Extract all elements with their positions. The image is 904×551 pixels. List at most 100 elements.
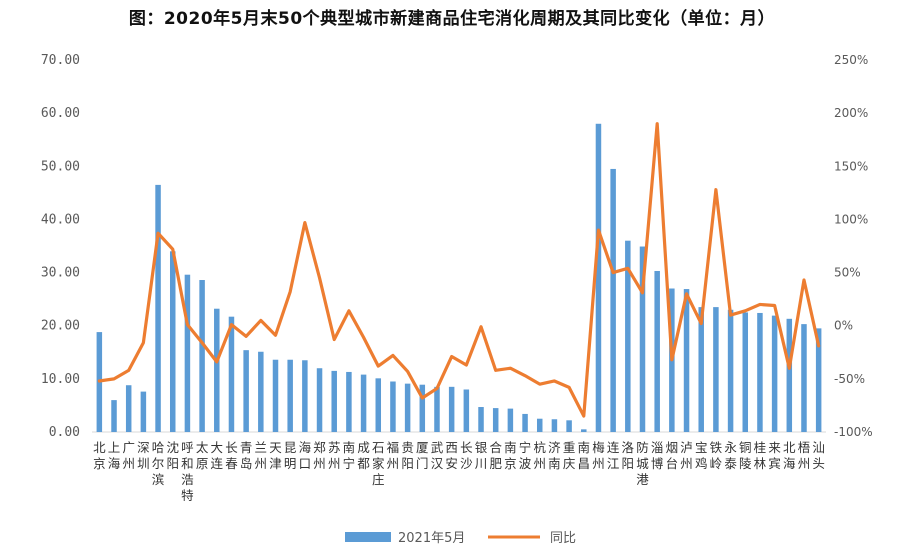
bar-深圳 bbox=[140, 391, 147, 432]
y-right-tick-label: -100% bbox=[834, 425, 873, 439]
bar-苏州 bbox=[331, 370, 337, 432]
legend-label-bar: 2021年5月 bbox=[398, 531, 465, 546]
x-tick-label: 淄博 bbox=[651, 440, 664, 471]
x-tick-label: 福州 bbox=[387, 440, 400, 471]
x-tick-label: 西安 bbox=[445, 440, 458, 471]
bar-沈阳 bbox=[169, 251, 176, 432]
bar-呼和浩特 bbox=[184, 274, 191, 432]
x-tick-label: 铜陵 bbox=[739, 440, 752, 471]
bar-铜陵 bbox=[742, 312, 749, 432]
x-tick-label: 泸州 bbox=[680, 440, 693, 471]
x-tick-label: 石家庄 bbox=[372, 440, 385, 487]
bar-桂林 bbox=[757, 312, 763, 432]
x-tick-label: 上海 bbox=[108, 440, 121, 471]
bar-厦门 bbox=[419, 384, 426, 432]
bar-郑州 bbox=[316, 368, 323, 432]
x-tick-label: 太原 bbox=[196, 440, 209, 471]
x-tick-label: 永泰 bbox=[724, 440, 737, 471]
y-right-tick-label: 200% bbox=[834, 106, 868, 120]
bar-铁岭 bbox=[713, 307, 719, 432]
bar-长沙 bbox=[463, 389, 470, 432]
bar-南宁 bbox=[346, 371, 352, 432]
bar-银川 bbox=[478, 407, 484, 432]
y-right-tick-label: 250% bbox=[834, 53, 868, 67]
x-tick-label: 合肥 bbox=[489, 440, 502, 471]
bar-防城港 bbox=[639, 246, 646, 432]
x-tick-label: 昆明 bbox=[284, 440, 297, 471]
x-tick-label: 桂林 bbox=[754, 440, 767, 471]
yoy-line bbox=[97, 122, 821, 418]
x-tick-label: 青岛 bbox=[240, 440, 253, 471]
bar-大连 bbox=[214, 308, 220, 432]
bar-济南 bbox=[551, 419, 558, 432]
bar-成都 bbox=[360, 374, 367, 432]
x-tick-label: 济南 bbox=[548, 440, 561, 471]
bar-杭州 bbox=[536, 418, 543, 432]
bar-宝鸡 bbox=[698, 307, 704, 432]
y-left-tick-label: 30.00 bbox=[41, 266, 80, 281]
x-tick-label: 贵阳 bbox=[401, 440, 414, 471]
bar-哈尔滨 bbox=[155, 184, 161, 432]
bar-广州 bbox=[125, 385, 132, 432]
x-tick-label: 铁岭 bbox=[710, 440, 723, 471]
bar-昆明 bbox=[287, 359, 293, 432]
bar-上海 bbox=[111, 400, 117, 432]
y-right-tick-label: 50% bbox=[834, 266, 861, 280]
x-tick-label: 长沙 bbox=[460, 440, 473, 471]
x-tick-label: 深圳 bbox=[137, 440, 150, 471]
legend-label-line: 同比 bbox=[550, 531, 576, 546]
x-tick-label: 南宁 bbox=[343, 440, 356, 471]
x-tick-label: 厦门 bbox=[416, 440, 429, 471]
x-tick-label: 哈尔滨 bbox=[152, 440, 165, 487]
bar-武汉 bbox=[434, 386, 440, 432]
y-right-tick-label: 150% bbox=[834, 159, 868, 173]
x-tick-label: 梅州 bbox=[592, 440, 605, 471]
x-tick-label: 呼和浩特 bbox=[181, 440, 194, 503]
x-tick-label: 杭州 bbox=[533, 440, 546, 471]
bar-兰州 bbox=[258, 351, 264, 432]
x-tick-label: 沈阳 bbox=[166, 440, 179, 471]
x-tick-label: 烟台 bbox=[666, 440, 679, 471]
bar-梅州 bbox=[595, 123, 602, 433]
x-tick-label: 成都 bbox=[357, 440, 370, 471]
y-left-tick-label: 70.00 bbox=[41, 53, 80, 68]
bar-永泰 bbox=[727, 309, 734, 432]
x-tick-label: 郑州 bbox=[313, 440, 326, 471]
bar-南京 bbox=[507, 408, 514, 432]
y-left-tick-label: 10.00 bbox=[41, 372, 80, 387]
x-tick-label: 苏州 bbox=[328, 440, 341, 471]
bar-太原 bbox=[199, 280, 205, 432]
bar-石家庄 bbox=[375, 378, 382, 432]
x-tick-label: 南昌 bbox=[578, 440, 591, 471]
x-tick-label: 连江 bbox=[607, 440, 620, 471]
bar-洛阳 bbox=[625, 240, 631, 432]
bar-宁波 bbox=[522, 413, 528, 432]
bar-贵阳 bbox=[404, 383, 411, 432]
bar-海口 bbox=[302, 360, 308, 432]
x-tick-label: 来宾 bbox=[768, 440, 781, 471]
bar-长春 bbox=[228, 316, 235, 432]
bar-福州 bbox=[390, 381, 396, 432]
bar-泸州 bbox=[683, 289, 690, 432]
x-tick-label: 北京 bbox=[93, 440, 106, 471]
y-right-tick-label: 100% bbox=[834, 212, 868, 226]
x-tick-label: 宝鸡 bbox=[695, 440, 708, 471]
bar-梧州 bbox=[801, 324, 807, 432]
x-tick-label: 北海 bbox=[783, 440, 796, 471]
x-tick-label: 南京 bbox=[504, 440, 517, 471]
bar-青岛 bbox=[243, 350, 249, 432]
x-tick-label: 兰州 bbox=[255, 440, 268, 471]
chart-title: 图：2020年5月末50个典型城市新建商品住宅消化周期及其同比变化（单位：月） bbox=[128, 9, 776, 29]
x-tick-label: 广州 bbox=[122, 440, 135, 471]
y-left-tick-label: 40.00 bbox=[41, 212, 80, 227]
x-tick-label: 梧州 bbox=[798, 440, 811, 471]
bar-北海 bbox=[786, 318, 793, 432]
x-tick-label: 武汉 bbox=[431, 440, 444, 471]
bar-西安 bbox=[448, 386, 455, 432]
y-left-tick-label: 20.00 bbox=[41, 319, 80, 334]
bar-淄博 bbox=[654, 270, 660, 432]
x-tick-label: 宁波 bbox=[519, 440, 532, 471]
x-tick-label: 银川 bbox=[475, 440, 488, 471]
y-left-tick-label: 50.00 bbox=[41, 159, 80, 174]
